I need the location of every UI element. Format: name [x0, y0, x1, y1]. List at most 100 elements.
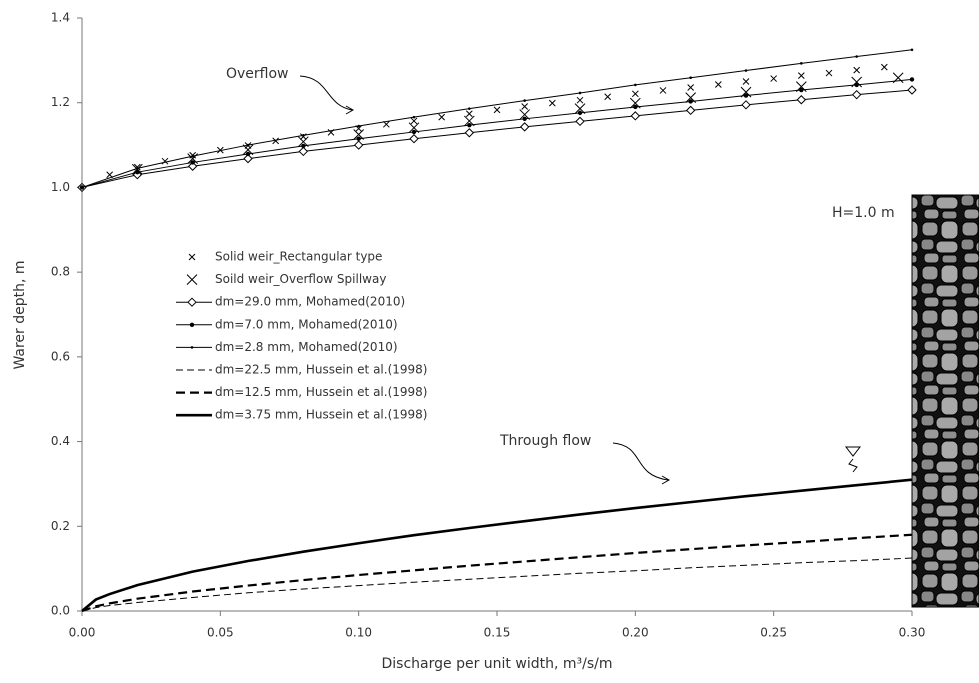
marker [464, 128, 475, 138]
marker [519, 109, 531, 120]
marker [742, 78, 750, 85]
marker [631, 90, 639, 98]
y-tick-label: 0.8 [51, 265, 70, 279]
y-tick-label: 0.2 [51, 519, 70, 533]
x-axis-label: Discharge per unit width, m³/s/m [382, 656, 613, 672]
marker [272, 137, 280, 145]
marker [687, 84, 695, 91]
marker [190, 160, 195, 165]
annotation: Overflow [226, 66, 289, 82]
marker [659, 87, 667, 94]
marker [689, 76, 692, 80]
marker [245, 151, 251, 157]
marker [825, 69, 833, 77]
marker [688, 99, 693, 104]
marker [243, 153, 253, 164]
legend-label: dm=22.5 mm, Hussein et al.(1998) [215, 363, 427, 377]
marker [301, 143, 306, 149]
marker [522, 116, 527, 122]
marker [187, 297, 197, 307]
marker [521, 103, 529, 110]
legend-label: Soild weir_Overflow Spillway [215, 272, 386, 286]
water-level-symbol [844, 446, 862, 473]
marker [412, 115, 416, 119]
marker [853, 66, 861, 74]
x-tick-label: 0.05 [207, 626, 234, 640]
marker [465, 110, 473, 118]
legend-label: Solid weir_Rectangular type [215, 250, 382, 264]
marker [574, 103, 586, 114]
marker [799, 87, 804, 93]
marker [796, 95, 807, 105]
marker [136, 167, 139, 170]
marker [575, 116, 585, 127]
x-tick-label: 0.25 [760, 626, 787, 640]
marker [190, 346, 194, 349]
marker [463, 115, 475, 127]
y-tick-label: 1.0 [51, 180, 70, 194]
y-tick-label: 1.2 [51, 95, 70, 109]
marker [634, 83, 637, 87]
marker [357, 124, 360, 128]
marker [714, 81, 722, 88]
marker [855, 55, 858, 58]
marker [744, 69, 748, 72]
marker [578, 91, 582, 95]
marker [191, 154, 194, 158]
marker [298, 146, 309, 157]
series-line [81, 557, 913, 612]
series-line [81, 78, 913, 188]
marker [910, 48, 914, 52]
marker [493, 106, 501, 114]
legend-label: dm=12.5 mm, Hussein et al.(1998) [215, 385, 427, 399]
x-tick-label: 0.00 [69, 626, 96, 640]
y-tick-label: 0.4 [51, 434, 70, 448]
marker [880, 63, 888, 71]
marker [548, 99, 556, 107]
porous-weir [911, 194, 979, 608]
x-tick-label: 0.20 [622, 626, 649, 640]
marker [468, 107, 471, 110]
marker [353, 140, 364, 150]
marker [438, 113, 446, 121]
legend-label: dm=2.8 mm, Mohamed(2010) [215, 340, 398, 354]
y-tick-label: 0.0 [51, 604, 70, 618]
marker [356, 136, 361, 141]
marker [187, 161, 198, 171]
marker [467, 122, 472, 128]
marker [411, 129, 417, 135]
series-line [81, 478, 913, 613]
x-tick-label: 0.30 [899, 626, 926, 640]
y-tick-label: 1.4 [51, 11, 70, 25]
marker [633, 104, 638, 110]
legend-label: dm=3.75 mm, Hussein et al.(1998) [215, 408, 427, 422]
marker [797, 72, 805, 79]
marker [80, 186, 84, 189]
y-tick-label: 0.6 [51, 349, 70, 363]
marker [576, 96, 584, 104]
arrow [612, 442, 669, 481]
series-line [81, 533, 913, 613]
arrow-head [345, 105, 355, 115]
marker [851, 89, 862, 100]
arrow [299, 75, 353, 111]
series-line [81, 89, 913, 188]
series-line [81, 49, 913, 188]
marker [854, 82, 859, 88]
marker [135, 169, 140, 175]
marker [604, 93, 612, 101]
arrow-head [661, 475, 671, 485]
legend-label: dm=7.0 mm, Mohamed(2010) [215, 317, 398, 331]
marker [577, 110, 583, 116]
x-tick-label: 0.10 [345, 626, 372, 640]
marker [519, 122, 530, 132]
marker [685, 105, 696, 116]
marker [246, 143, 250, 147]
annotation: H=1.0 m [832, 205, 895, 221]
marker [800, 62, 803, 65]
marker [161, 157, 169, 165]
marker [409, 134, 419, 144]
marker [907, 85, 917, 95]
marker [186, 274, 198, 285]
